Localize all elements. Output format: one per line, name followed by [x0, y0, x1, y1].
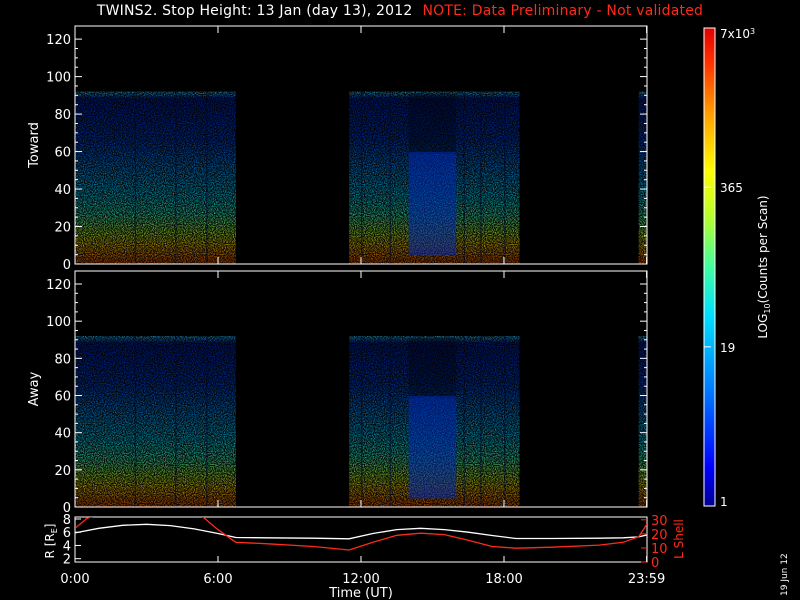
away-panel: 0 20 40 60 80 100 120 Away — [27, 270, 648, 516]
l-shell-axis-label: L Shell — [672, 519, 686, 559]
x-tick-label: 12:00 — [342, 572, 379, 587]
toward-panel: 0 20 40 60 80 100 120 Toward — [27, 25, 648, 273]
colorbar-tick-label: 7x103 — [720, 27, 755, 41]
away-y-tick-label: 0 — [63, 501, 71, 516]
title-text: TWINS2. Stop Height: 13 Jan (day 13), 20… — [96, 3, 413, 19]
away-data-block — [638, 336, 647, 507]
colorbar-tick-label: 1 — [720, 495, 728, 509]
colorbar-label: LOG10(Counts per Scan) — [756, 195, 772, 338]
chart-title: TWINS2. Stop Height: 13 Jan (day 13), 20… — [0, 3, 800, 19]
away-y-axis: 0 20 40 60 80 100 120 — [46, 271, 648, 516]
away-data-block — [75, 336, 236, 507]
toward-streak — [134, 91, 137, 265]
away-dropout-mid — [408, 395, 457, 499]
toward-streak — [480, 91, 482, 265]
x-axis-label: Time (UT) — [328, 586, 393, 600]
toward-dropout — [408, 93, 457, 256]
away-dropout — [408, 338, 457, 499]
away-y-tick-label: 20 — [54, 464, 71, 479]
l-shell-tick-label: 0 — [651, 556, 659, 571]
toward-streak — [361, 91, 363, 265]
toward-data-block — [75, 91, 236, 265]
away-cutoff-line — [638, 336, 647, 338]
away-y-label: Away — [27, 371, 42, 406]
colorbar-fill — [704, 28, 715, 506]
toward-cutoff-line — [349, 91, 520, 94]
toward-y-tick-label: 80 — [54, 108, 71, 123]
toward-y-axis: 0 20 40 60 80 100 120 — [46, 26, 648, 273]
toward-y-tick-label: 20 — [54, 221, 71, 236]
l-shell-tick-label: 10 — [651, 542, 668, 557]
l-shell-line — [75, 517, 647, 551]
away-y-tick-label: 40 — [54, 427, 71, 442]
x-tick-label: 0:00 — [60, 572, 89, 587]
colorbar-tick-label: 19 — [720, 341, 735, 355]
away-y-tick-label: 80 — [54, 352, 71, 367]
r-tick-label: 2 — [63, 553, 71, 568]
away-dropout-top — [408, 338, 457, 398]
toward-streak — [504, 91, 506, 265]
r-tick-label: 8 — [63, 513, 71, 528]
toward-streak — [463, 91, 465, 265]
date-stamp: 19 Jun 12 — [780, 553, 790, 596]
away-y-tick-label: 100 — [46, 315, 71, 330]
toward-dropout-mid — [408, 151, 457, 256]
away-streak — [389, 336, 392, 507]
x-tick-label: 6:00 — [203, 572, 232, 587]
away-streak — [480, 336, 482, 507]
r-axis-label: R [RE] — [43, 524, 59, 559]
away-streak — [206, 336, 208, 507]
away-y-tick-label: 60 — [54, 390, 71, 405]
r-tick-label: 4 — [63, 539, 71, 554]
colorbar: 1 19 365 7x103 LOG10(Counts per Scan) — [703, 27, 772, 509]
x-tick-label: 23:59 — [628, 572, 665, 587]
toward-cutoff-line — [75, 91, 236, 94]
toward-dropout-top — [408, 93, 457, 154]
toward-y-tick-label: 120 — [46, 33, 71, 48]
toward-y-label: Toward — [27, 122, 42, 169]
colorbar-tick-exponent: 3 — [750, 27, 755, 36]
toward-cutoff-line — [638, 91, 647, 94]
r-tick-label: 6 — [63, 526, 71, 541]
colorbar-ticks: 1 19 365 7x103 — [704, 27, 755, 509]
toward-y-tick-label: 0 — [63, 258, 71, 273]
toward-y-tick-label: 60 — [54, 146, 71, 161]
x-tick-label: 18:00 — [485, 572, 522, 587]
away-cutoff-line — [75, 336, 236, 338]
away-streak — [175, 336, 177, 507]
away-y-tick-label: 120 — [46, 278, 71, 293]
away-streak — [361, 336, 363, 507]
away-streak — [504, 336, 506, 507]
l-shell-tick-label: 20 — [651, 528, 668, 543]
toward-streak — [206, 91, 208, 265]
away-cutoff-line — [349, 336, 520, 338]
r-distance-line — [75, 523, 647, 540]
toward-streak — [175, 91, 177, 265]
toward-streak — [389, 91, 392, 265]
l-shell-tick-label: 30 — [651, 514, 668, 529]
orbit-panel-frame — [74, 516, 648, 563]
away-spectrogram — [75, 336, 647, 507]
toward-y-tick-label: 100 — [46, 71, 71, 86]
colorbar-tick-label: 365 — [720, 181, 743, 195]
preliminary-note: NOTE: Data Preliminary - Not validated — [422, 3, 704, 19]
orbit-lines — [75, 517, 647, 551]
toward-spectrogram — [75, 91, 647, 265]
away-streak — [463, 336, 465, 507]
toward-y-tick-label: 40 — [54, 183, 71, 198]
away-streak — [134, 336, 137, 507]
toward-data-block — [638, 91, 647, 265]
